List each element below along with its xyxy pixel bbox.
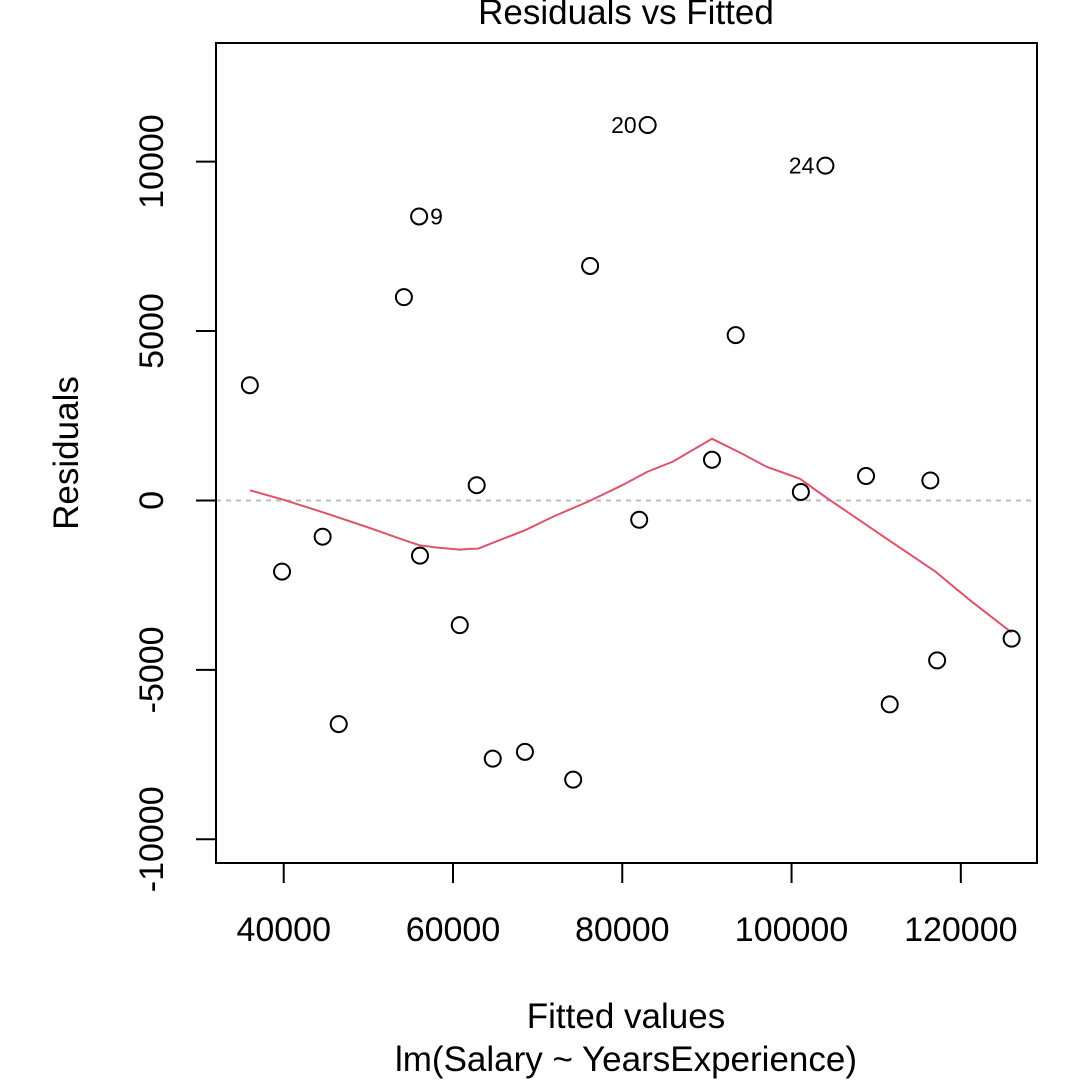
y-tick-label: -10000 (133, 786, 171, 892)
data-point (450, 616, 469, 635)
data-point (483, 749, 502, 768)
data-point (467, 476, 486, 495)
y-tick-label: 5000 (133, 293, 171, 369)
data-point (581, 256, 600, 275)
data-point (921, 471, 940, 490)
y-tick-label: 10000 (133, 114, 171, 209)
x-axis: 40000 60000 80000 100000 120000 (236, 862, 1018, 949)
data-point (726, 326, 745, 345)
outlier-label: 24 (789, 153, 815, 179)
data-point (630, 510, 649, 529)
x-axis-title: Fitted values (527, 997, 725, 1036)
data-point (313, 527, 332, 546)
data-point (410, 207, 429, 226)
plot-frame (215, 42, 1038, 864)
chart-title: Residuals vs Fitted (478, 0, 774, 32)
data-point (410, 546, 429, 565)
outlier-label: 9 (430, 203, 443, 229)
data-point (273, 562, 292, 581)
data-point (816, 156, 835, 175)
y-tick-label: -5000 (133, 626, 171, 713)
x-tick-label: 100000 (735, 911, 848, 949)
data-point (791, 482, 810, 501)
data-point (240, 376, 259, 395)
data-point (857, 467, 876, 486)
outlier-label: 20 (611, 112, 637, 138)
x-tick-label: 40000 (236, 911, 331, 949)
data-point (880, 695, 899, 714)
data-point (638, 116, 657, 134)
data-point (702, 450, 721, 469)
smoother-line (249, 437, 1013, 634)
x-tick-label: 120000 (904, 911, 1017, 949)
x-tick-label: 60000 (406, 911, 501, 949)
data-point (515, 742, 534, 761)
model-formula-subtitle: lm(Salary ~ YearsExperience) (395, 1040, 857, 1079)
plot-area: 9 20 24 (216, 112, 1037, 789)
data-point (394, 288, 413, 307)
y-axis-title: Residuals (47, 376, 86, 530)
data-point (564, 770, 583, 789)
data-point (928, 651, 947, 670)
x-tick-label: 80000 (575, 911, 670, 949)
y-axis: -10000 -5000 0 5000 10000 (133, 114, 217, 892)
y-tick-label: 0 (133, 491, 171, 510)
data-point (1002, 629, 1021, 648)
data-point (329, 715, 348, 734)
